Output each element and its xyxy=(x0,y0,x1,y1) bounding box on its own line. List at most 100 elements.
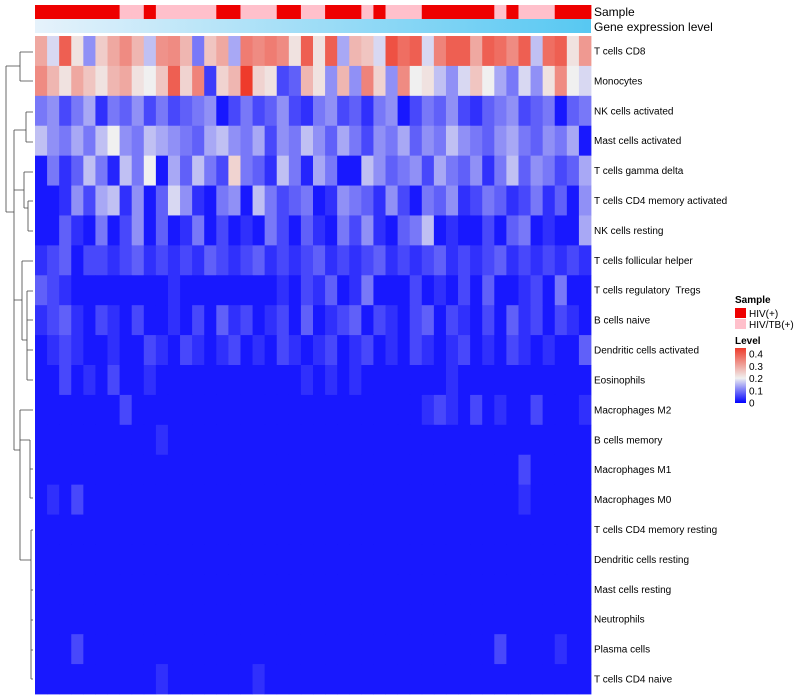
heatmap-cell xyxy=(180,275,193,306)
heatmap-cell xyxy=(59,65,72,97)
heatmap-cell xyxy=(300,95,314,127)
heatmap-cell xyxy=(131,275,145,306)
dendrogram-branch xyxy=(13,111,33,450)
heatmap-cell xyxy=(155,544,169,575)
dendrogram-branch xyxy=(14,409,33,680)
heatmap-cell xyxy=(313,664,326,695)
heatmap-cell xyxy=(47,245,60,276)
row-label: T cells follicular helper xyxy=(594,256,693,267)
heatmap-cell xyxy=(216,514,229,545)
heatmap-cell xyxy=(167,664,181,695)
heatmap-cell xyxy=(325,305,338,336)
heatmap-cell xyxy=(518,335,531,366)
heatmap-cell xyxy=(470,65,483,97)
heatmap-cell xyxy=(445,604,459,635)
heatmap-cell xyxy=(506,95,519,127)
heatmap-cell xyxy=(131,185,145,216)
sample-annotation-cell xyxy=(337,5,350,19)
heatmap-cell xyxy=(180,664,193,695)
heatmap-cell xyxy=(421,484,435,515)
heatmap-cell xyxy=(71,305,84,336)
heatmap-cell xyxy=(482,634,495,665)
heatmap-cell xyxy=(192,394,205,426)
heatmap-cell xyxy=(204,185,217,216)
heatmap-cell xyxy=(373,544,386,575)
heatmap-cell xyxy=(325,365,338,396)
heatmap-cell xyxy=(494,664,507,695)
heatmap-cell xyxy=(313,424,326,456)
heatmap-cell xyxy=(35,574,48,605)
row-label: Neutrophils xyxy=(594,615,645,626)
sample-annotation-cell xyxy=(107,5,121,19)
heatmap-cell xyxy=(349,544,362,575)
heatmap-cell xyxy=(458,185,471,216)
heatmap-cell xyxy=(107,125,121,157)
row-label: T cells CD4 memory resting xyxy=(594,525,717,536)
heatmap-cell xyxy=(325,484,338,515)
heatmap-cell xyxy=(216,305,229,336)
heatmap-cell xyxy=(180,95,193,127)
heatmap-cell xyxy=(361,155,374,186)
row-label: Dendritic cells activated xyxy=(594,346,699,357)
heatmap-cell xyxy=(143,245,157,276)
heatmap-cell xyxy=(71,65,84,97)
heatmap-cell xyxy=(361,454,374,486)
heatmap-cell xyxy=(554,365,568,396)
heatmap-cell xyxy=(300,664,314,695)
heatmap-cell xyxy=(264,484,278,515)
heatmap-cell xyxy=(264,305,278,336)
heatmap-cell xyxy=(300,125,314,157)
heatmap-cell xyxy=(433,454,447,486)
heatmap-cell xyxy=(518,544,531,575)
heatmap-cell xyxy=(107,65,121,97)
heatmap-cell xyxy=(264,275,278,306)
heatmap-cell xyxy=(397,335,411,366)
sample-annotation-cell xyxy=(300,5,314,19)
heatmap-cell xyxy=(155,275,169,306)
heatmap-cell xyxy=(325,215,338,246)
heatmap-cell xyxy=(83,155,96,186)
heatmap-cell xyxy=(264,245,278,276)
heatmap-cell xyxy=(433,664,447,695)
heatmap-cell xyxy=(276,634,290,665)
heatmap-cell xyxy=(566,484,580,515)
heatmap-cell xyxy=(373,424,386,456)
legend-level-colorbar xyxy=(735,348,746,403)
heatmap-cell xyxy=(192,574,205,605)
heatmap-cell xyxy=(143,36,157,67)
heatmap-cell xyxy=(35,275,48,306)
heatmap-cell xyxy=(192,514,205,545)
heatmap-cell xyxy=(554,305,568,336)
heatmap-cell xyxy=(494,335,507,366)
heatmap-cell xyxy=(204,454,217,486)
heatmap-cell xyxy=(361,305,374,336)
heatmap-cell xyxy=(409,65,423,97)
heatmap-cell xyxy=(240,365,253,396)
heatmap-cell xyxy=(71,574,84,605)
heatmap-cell xyxy=(264,185,278,216)
heatmap-cell xyxy=(421,394,435,426)
heatmap-cell xyxy=(71,454,84,486)
heatmap-cell xyxy=(204,604,217,635)
heatmap-cell xyxy=(566,275,580,306)
heatmap-cell xyxy=(264,36,278,67)
heatmap-cell xyxy=(300,365,314,396)
heatmap-cell xyxy=(458,335,471,366)
heatmap-cell xyxy=(325,245,338,276)
heatmap-cell xyxy=(373,65,386,97)
heatmap-cell xyxy=(554,36,568,67)
heatmap-cell xyxy=(566,95,580,127)
heatmap-cell xyxy=(155,664,169,695)
heatmap-cell xyxy=(47,65,60,97)
heatmap-cell xyxy=(470,544,483,575)
heatmap-cell xyxy=(313,544,326,575)
heatmap-cell xyxy=(421,275,435,306)
heatmap-cell xyxy=(385,394,399,426)
heatmap-cell xyxy=(47,275,60,306)
heatmap-cell xyxy=(349,215,362,246)
heatmap-cell xyxy=(240,305,253,336)
heatmap-cell xyxy=(409,185,423,216)
row-dendrogram xyxy=(5,51,33,680)
heatmap-cell xyxy=(300,36,314,67)
heatmap-cell xyxy=(458,65,471,97)
